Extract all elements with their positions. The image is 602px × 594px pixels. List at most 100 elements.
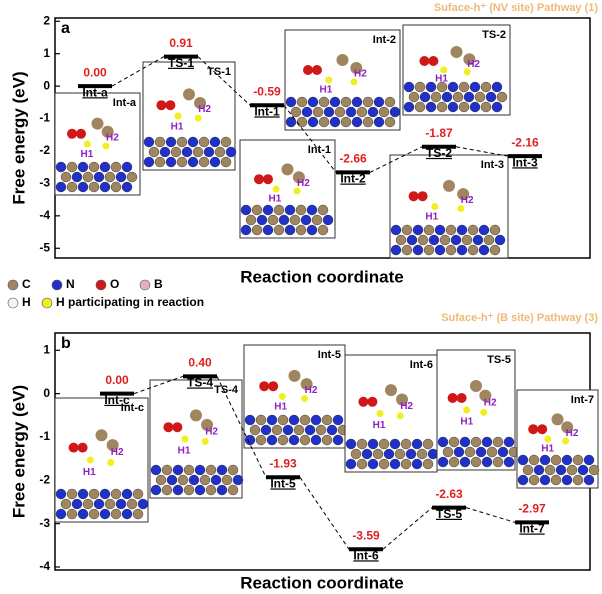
category-label: Int-2 [340,172,366,186]
atom [55,508,67,520]
value-label: -1.87 [425,126,453,140]
atom-label: H1 [425,211,438,222]
atom [267,214,279,226]
atom [478,244,490,256]
atom [172,464,184,476]
atom [190,409,202,422]
atom [443,179,455,192]
atom [447,81,459,93]
inset: Int-a H1 H2 [54,92,141,196]
atom [467,244,479,256]
atom [389,106,401,118]
atom [161,484,173,496]
atom [71,171,83,183]
legend-label: B [154,277,163,291]
atom [475,446,487,458]
atom [66,488,78,500]
atom [434,244,446,256]
legend-swatch [95,279,107,291]
atom [561,474,573,486]
atom [555,464,567,476]
atom [332,434,344,446]
atom-label: H1 [81,149,94,160]
atom-label: H2 [467,59,480,70]
atom [439,234,451,246]
atom [461,234,473,246]
atom [165,156,177,168]
atom [82,498,94,510]
atom [544,435,552,443]
atom [307,116,319,128]
inset: TS-2 H1 H2 [402,24,511,116]
atom [383,448,395,460]
y-tick-label: -2 [39,143,50,157]
atom [177,474,189,486]
atom [303,65,313,75]
atom-label: H2 [297,178,310,189]
atom [251,224,263,236]
y-tick-label: -4 [39,208,50,222]
atom [183,484,195,496]
atom [240,204,252,216]
atom [121,508,133,520]
atom [104,498,116,510]
atom [321,414,333,426]
atom [463,406,471,414]
category-label: Int-5 [270,476,296,490]
atom [232,474,244,486]
y-tick-label: 0 [43,386,50,400]
atom [194,114,202,122]
atom-label: H2 [461,195,474,206]
atom [104,171,116,183]
atom [494,234,506,246]
atom [262,224,274,236]
atom [188,474,200,486]
y-tick-label: 0 [43,78,50,92]
atom [66,181,78,193]
atom [251,204,263,216]
atom [115,171,127,183]
y-tick-label: -5 [39,240,50,254]
atom [358,396,369,407]
value-label: -0.59 [253,84,281,98]
atom [277,434,289,446]
atom [403,101,415,113]
connector [465,507,516,523]
legend-swatch [7,297,19,309]
y-tick-label: -3 [39,176,50,190]
connector [197,56,251,106]
atom [373,116,385,128]
connector [369,146,423,173]
atom [60,498,72,510]
atom [416,448,428,460]
atom [492,456,504,468]
atom [183,88,195,101]
atom [503,456,515,468]
atom [456,244,468,256]
atom [143,136,155,148]
inset-label: Int-3 [481,159,504,171]
atom [345,106,357,118]
atom [463,91,475,103]
atom-label: H2 [484,397,497,408]
atom [389,438,401,450]
atom [385,384,397,397]
atom [245,214,257,226]
atom [373,96,385,108]
category-label: Int-1 [254,104,280,118]
atom [277,414,289,426]
atom [255,434,267,446]
atom [148,146,160,158]
atom [436,101,448,113]
atom [187,156,199,168]
inset: Int-6 H1 H2 [344,354,439,473]
atom-label: H1 [460,417,473,428]
atom [450,234,462,246]
atom [406,234,418,246]
value-label: 0.00 [105,373,129,387]
atom [457,205,465,213]
atom [367,106,379,118]
atom [550,474,562,486]
atom [497,446,509,458]
atom [88,488,100,500]
